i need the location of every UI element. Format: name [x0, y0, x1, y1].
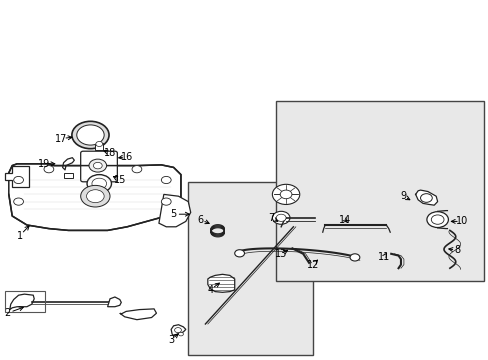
Polygon shape	[10, 294, 34, 310]
Circle shape	[92, 178, 106, 189]
Text: 3: 3	[168, 335, 174, 345]
Text: 5: 5	[170, 209, 176, 219]
Polygon shape	[9, 164, 181, 230]
Text: 7: 7	[268, 213, 274, 223]
Circle shape	[272, 211, 289, 224]
Circle shape	[174, 328, 181, 333]
Text: 4: 4	[207, 285, 213, 295]
Circle shape	[276, 214, 285, 221]
Circle shape	[420, 194, 431, 202]
Text: 12: 12	[306, 260, 319, 270]
Circle shape	[96, 141, 102, 147]
Circle shape	[280, 190, 291, 199]
Text: 2: 2	[4, 308, 10, 318]
Circle shape	[72, 121, 109, 149]
Circle shape	[161, 198, 171, 205]
Polygon shape	[120, 309, 156, 320]
Text: 16: 16	[121, 152, 133, 162]
Bar	[5, 291, 45, 312]
Bar	[276, 101, 483, 281]
Text: 6: 6	[197, 215, 203, 225]
Text: 1: 1	[17, 231, 22, 241]
Polygon shape	[171, 325, 185, 336]
Bar	[95, 143, 103, 150]
Circle shape	[77, 125, 104, 145]
FancyBboxPatch shape	[81, 151, 117, 182]
Polygon shape	[5, 166, 29, 187]
Polygon shape	[207, 274, 234, 292]
Circle shape	[89, 159, 106, 172]
Polygon shape	[159, 194, 190, 227]
Text: 10: 10	[455, 216, 468, 226]
Text: 9: 9	[400, 191, 406, 201]
Bar	[63, 173, 73, 178]
Text: 18: 18	[103, 148, 116, 158]
Text: 11: 11	[377, 252, 389, 262]
Bar	[188, 182, 312, 355]
Circle shape	[93, 162, 102, 169]
Circle shape	[161, 176, 171, 184]
Circle shape	[87, 175, 111, 193]
Text: 19: 19	[38, 159, 50, 169]
Circle shape	[44, 166, 54, 173]
Circle shape	[178, 332, 183, 336]
Circle shape	[81, 185, 110, 207]
Polygon shape	[107, 297, 121, 307]
Text: 8: 8	[453, 245, 459, 255]
Circle shape	[349, 254, 359, 261]
Circle shape	[234, 250, 244, 257]
Circle shape	[14, 198, 23, 205]
Circle shape	[430, 215, 443, 224]
Circle shape	[132, 166, 142, 173]
Circle shape	[14, 176, 23, 184]
Text: 15: 15	[113, 175, 126, 185]
Text: 14: 14	[338, 215, 350, 225]
Circle shape	[426, 212, 447, 228]
Text: 13: 13	[274, 249, 287, 259]
Circle shape	[86, 190, 104, 203]
Circle shape	[272, 184, 299, 204]
Text: 17: 17	[55, 134, 67, 144]
Polygon shape	[62, 158, 74, 170]
Polygon shape	[415, 190, 437, 205]
